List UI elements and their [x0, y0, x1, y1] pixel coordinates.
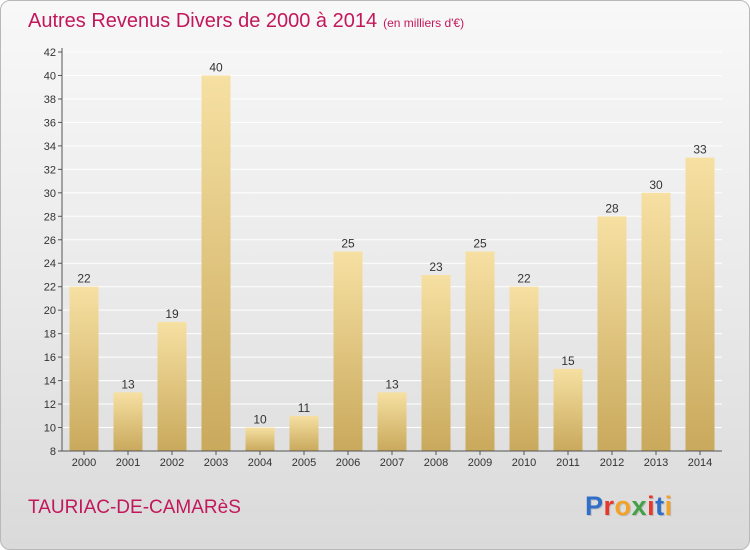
bar: [333, 251, 363, 451]
bar: [245, 427, 275, 451]
bar: [597, 216, 627, 451]
chart-subtitle: (en milliers d'€): [383, 16, 465, 30]
data-label: 25: [341, 237, 355, 251]
bar: [113, 392, 143, 451]
logo-letter: x: [631, 491, 648, 521]
y-tick-label: 24: [44, 258, 56, 270]
data-label: 28: [605, 201, 619, 215]
y-tick-label: 30: [44, 188, 56, 200]
bar: [641, 192, 671, 451]
data-label: 40: [209, 60, 223, 74]
data-label: 22: [77, 272, 91, 286]
x-tick-label: 2010: [512, 457, 536, 469]
data-label: 10: [253, 413, 267, 427]
y-tick-label: 20: [44, 305, 56, 317]
bar: [377, 392, 407, 451]
data-label: 13: [385, 377, 399, 391]
chart-title: Autres Revenus Divers de 2000 à 2014 (en …: [28, 10, 464, 33]
x-tick-label: 2005: [292, 457, 316, 469]
y-tick-label: 22: [44, 282, 56, 294]
data-label: 19: [165, 307, 179, 321]
x-tick-label: 2004: [248, 457, 272, 469]
x-tick-label: 2009: [468, 457, 492, 469]
y-tick-label: 36: [44, 117, 56, 129]
bars: [69, 75, 715, 452]
logo-letter: P: [585, 491, 604, 521]
x-tick-label: 2014: [688, 457, 712, 469]
x-tick-label: 2003: [204, 457, 228, 469]
data-label: 11: [298, 401, 311, 415]
y-tick-label: 10: [44, 423, 56, 435]
x-tick-label: 2013: [644, 457, 668, 469]
data-label: 30: [649, 178, 663, 192]
logo-letter: i: [664, 491, 673, 521]
x-tick-label: 2006: [336, 457, 360, 469]
proxiti-logo: Proxiti: [585, 491, 673, 522]
data-label: 25: [473, 237, 487, 251]
bar: [201, 75, 231, 452]
logo-letter: o: [614, 491, 632, 521]
y-tick-label: 42: [44, 47, 56, 59]
y-tick-label: 12: [44, 399, 56, 411]
x-tick-label: 2002: [160, 457, 184, 469]
y-tick-label: 40: [44, 70, 56, 82]
y-tick-label: 8: [50, 446, 56, 458]
y-tick-label: 18: [44, 329, 56, 341]
chart-title-text: Autres Revenus Divers de 2000 à 2014: [28, 10, 378, 32]
y-tick-label: 38: [44, 94, 56, 106]
logo-letter: r: [603, 491, 615, 521]
bar: [685, 157, 715, 451]
bar: [157, 321, 187, 451]
x-tick-label: 2012: [600, 457, 624, 469]
bar: [421, 274, 451, 451]
bar: [509, 286, 539, 451]
bar: [465, 251, 495, 451]
y-tick-label: 16: [44, 352, 56, 364]
x-tick-label: 2011: [556, 457, 580, 469]
data-label: 22: [517, 272, 531, 286]
axes: [58, 48, 722, 455]
y-tick-label: 14: [44, 376, 56, 388]
logo-letter: i: [647, 491, 656, 521]
x-tick-label: 2001: [116, 457, 140, 469]
data-label: 13: [121, 377, 135, 391]
bar: [289, 415, 319, 451]
y-tick-label: 28: [44, 211, 56, 223]
x-tick-label: 2000: [72, 457, 96, 469]
x-tick-label: 2007: [380, 457, 404, 469]
x-tick-label: 2008: [424, 457, 448, 469]
y-tick-label: 34: [44, 141, 56, 153]
labels: 8 10 12 14 16 18 20 22 24 26 28 30 32 34 36 38 40 42 22 200…: [44, 47, 712, 469]
y-tick-label: 32: [44, 164, 56, 176]
logo-letter: t: [655, 491, 665, 521]
data-label: 33: [693, 143, 707, 157]
y-tick-label: 26: [44, 235, 56, 247]
bar: [69, 286, 99, 451]
bar: [553, 368, 583, 451]
data-label: 23: [429, 260, 443, 274]
data-label: 15: [561, 354, 575, 368]
city-name: TAURIAC-DE-CAMARèS: [28, 497, 241, 518]
